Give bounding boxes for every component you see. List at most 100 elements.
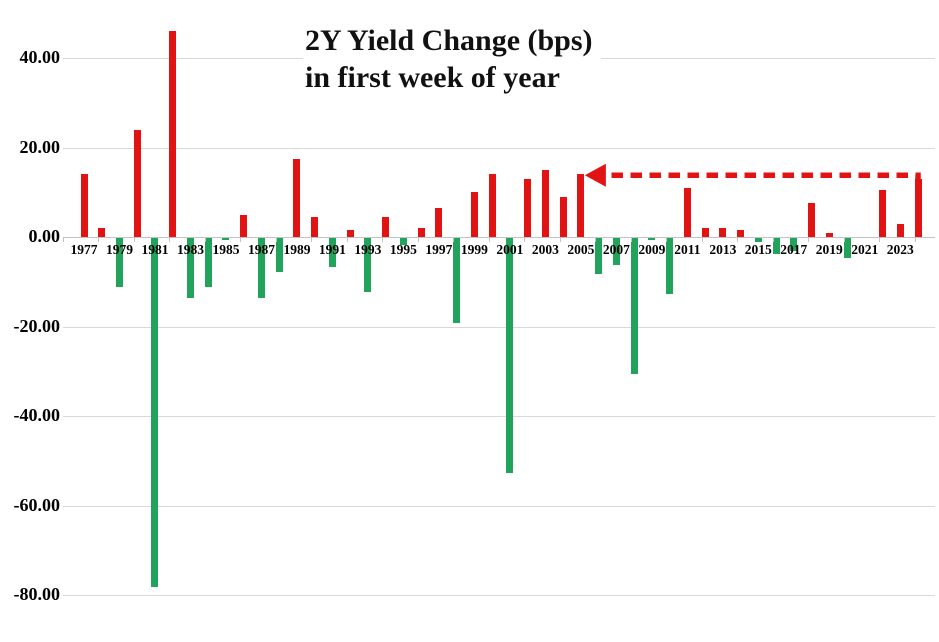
bar-2003: [541, 169, 549, 237]
x-tick-label-1995: 1995: [389, 242, 417, 257]
bar-1978: [98, 228, 106, 237]
bar-2009: [648, 238, 656, 241]
y-tick-label--20: -20.00: [13, 315, 61, 336]
axis-tick: [488, 238, 490, 242]
dashed-arrow-line: [605, 172, 921, 185]
chart-title-line2: in first week of year: [305, 61, 560, 94]
bar-2015: [754, 238, 762, 243]
bar-1988: [275, 238, 283, 272]
bar-2013: [719, 228, 727, 237]
bar-2017: [790, 238, 798, 252]
gridline--60: [63, 505, 935, 507]
bar-1996: [417, 228, 425, 237]
x-tick-label-1987: 1987: [247, 242, 275, 257]
axis-tick: [63, 238, 64, 242]
bar-1995: [399, 238, 407, 245]
x-tick-label-2013: 2013: [709, 242, 737, 257]
bar-2005: [577, 174, 585, 237]
bar-2020: [843, 238, 851, 259]
y-tick-label-20: 20.00: [19, 136, 61, 157]
bar-2000: [488, 174, 496, 237]
y-tick-label--80: -80.00: [13, 584, 61, 605]
axis-tick: [240, 238, 242, 242]
x-tick-label-2019: 2019: [815, 242, 843, 257]
x-tick-label-1997: 1997: [425, 242, 453, 257]
gridline--20: [63, 326, 935, 328]
x-tick-label-1999: 1999: [460, 242, 488, 257]
bar-1991: [328, 238, 336, 268]
gridline--80: [63, 595, 935, 596]
bar-2001: [506, 238, 514, 473]
x-tick-label-2021: 2021: [851, 242, 879, 257]
axis-tick: [701, 238, 703, 242]
bar-1998: [453, 238, 461, 324]
bar-2014: [737, 230, 745, 237]
bar-2007: [612, 238, 620, 265]
axis-tick: [417, 238, 419, 242]
bar-1980: [133, 129, 141, 237]
axis-tick: [808, 238, 810, 242]
axis-tick: [382, 238, 384, 242]
x-tick-label-2009: 2009: [638, 242, 666, 257]
bar-1990: [311, 216, 319, 237]
x-tick-label-1977: 1977: [70, 242, 98, 257]
axis-tick: [595, 238, 597, 242]
x-tick-label-2011: 2011: [674, 242, 701, 257]
x-tick-label-2017: 2017: [780, 242, 808, 257]
bar-2023: [896, 223, 904, 237]
bar-2010: [666, 238, 674, 294]
bar-2004: [559, 196, 567, 237]
chart-title: 2Y Yield Change (bps) in first week of y…: [303, 20, 601, 98]
x-tick-label-2005: 2005: [567, 242, 595, 257]
bar-1982: [169, 31, 177, 237]
bar-2019: [825, 232, 833, 237]
x-tick-label-2003: 2003: [531, 242, 559, 257]
bar-2024: [914, 178, 922, 237]
axis-tick: [453, 238, 455, 242]
axis-tick: [133, 238, 135, 242]
x-tick-label-2001: 2001: [496, 242, 524, 257]
bar-1999: [470, 192, 478, 237]
bar-1986: [240, 214, 248, 237]
axis-tick: [843, 238, 845, 242]
bar-1992: [346, 230, 354, 237]
axis-tick: [772, 238, 774, 242]
x-tick-label-1981: 1981: [141, 242, 169, 257]
x-axis-line: [63, 237, 935, 238]
bar-1983: [186, 238, 194, 299]
bar-2008: [630, 238, 638, 375]
arrow-head-icon: [584, 163, 606, 187]
bar-2011: [683, 187, 691, 237]
bar-1993: [364, 238, 372, 292]
bar-2006: [595, 238, 603, 274]
axis-tick: [666, 238, 668, 242]
x-tick-label-1991: 1991: [318, 242, 346, 257]
chart-title-line1: 2Y Yield Change (bps): [305, 24, 593, 57]
bar-2002: [524, 178, 532, 237]
x-tick-label-2015: 2015: [744, 242, 772, 257]
bar-2022: [879, 190, 887, 237]
y-tick-label--40: -40.00: [13, 405, 61, 426]
bar-2012: [701, 228, 709, 237]
axis-tick: [169, 238, 171, 242]
axis-tick: [559, 238, 561, 242]
x-tick-label-1993: 1993: [354, 242, 382, 257]
axis-tick: [524, 238, 526, 242]
x-tick-label-1989: 1989: [283, 242, 311, 257]
x-tick-label-1983: 1983: [176, 242, 204, 257]
x-tick-label-2023: 2023: [886, 242, 914, 257]
bar-1985: [222, 238, 230, 241]
y-tick-label-40: 40.00: [19, 47, 61, 68]
bar-1994: [382, 216, 390, 237]
axis-tick: [311, 238, 313, 242]
x-tick-label-2007: 2007: [602, 242, 630, 257]
axis-tick: [204, 238, 206, 242]
bar-2018: [808, 203, 816, 237]
bar-1977: [80, 174, 88, 237]
bar-1984: [204, 238, 212, 288]
y-tick-label-0: 0.00: [28, 226, 61, 247]
x-tick-label-1979: 1979: [105, 242, 133, 257]
bar-1987: [257, 238, 265, 299]
axis-tick: [737, 238, 739, 242]
y-tick-label--60: -60.00: [13, 494, 61, 515]
